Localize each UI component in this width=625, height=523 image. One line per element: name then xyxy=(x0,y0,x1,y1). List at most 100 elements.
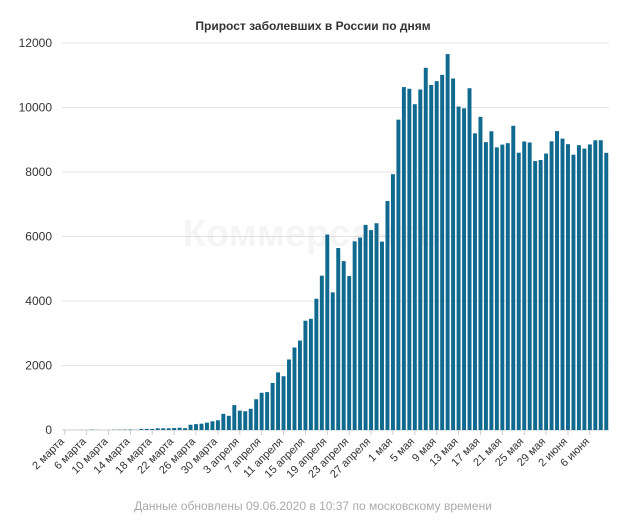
bar xyxy=(194,424,198,430)
bars xyxy=(62,54,609,431)
bar xyxy=(374,223,379,430)
bar xyxy=(265,392,270,430)
x-tick-label: 1 мая xyxy=(366,436,395,465)
bar xyxy=(358,237,363,430)
bar xyxy=(527,142,532,430)
bar xyxy=(243,411,248,430)
y-tick-label: 8000 xyxy=(25,165,52,179)
bar xyxy=(177,427,182,430)
bar xyxy=(341,261,346,430)
bar xyxy=(237,410,242,430)
y-tick-label: 2000 xyxy=(25,359,52,373)
bar xyxy=(440,74,445,430)
bar xyxy=(347,276,352,430)
bar xyxy=(325,234,330,430)
y-tick-label: 6000 xyxy=(25,230,52,244)
bar xyxy=(385,201,390,430)
update-note: Данные обновлены 09.06.2020 в 10:37 по м… xyxy=(134,499,492,513)
bar xyxy=(462,108,467,430)
bar xyxy=(533,161,538,431)
bar xyxy=(483,142,488,430)
bar xyxy=(396,119,401,430)
bar xyxy=(500,144,505,430)
bar xyxy=(566,144,570,430)
bar xyxy=(587,144,592,430)
bar xyxy=(478,116,483,430)
bar xyxy=(210,421,215,430)
bar xyxy=(172,428,177,430)
bar xyxy=(593,140,598,431)
bar xyxy=(549,141,554,430)
bar xyxy=(407,88,412,430)
bar xyxy=(161,428,166,430)
bar xyxy=(390,174,395,430)
bar xyxy=(352,241,357,430)
bar xyxy=(576,145,581,430)
bar xyxy=(330,292,335,430)
bar xyxy=(314,298,319,430)
bar xyxy=(248,408,253,430)
bar xyxy=(303,320,308,430)
bar xyxy=(292,347,297,430)
bar xyxy=(221,413,226,430)
bar xyxy=(204,422,209,430)
bar xyxy=(571,154,576,431)
bar xyxy=(412,104,417,430)
bar xyxy=(319,275,324,430)
bar xyxy=(598,140,603,430)
bar xyxy=(308,318,313,430)
bar xyxy=(270,382,275,430)
bar xyxy=(369,230,374,430)
bar xyxy=(494,147,499,430)
bar xyxy=(544,153,549,431)
bar xyxy=(281,376,286,430)
bar xyxy=(363,224,368,430)
bar xyxy=(336,248,341,430)
bar xyxy=(445,54,450,431)
x-tick-label: 5 мая xyxy=(388,436,417,465)
y-tick-label: 12000 xyxy=(19,36,53,50)
bar xyxy=(418,89,423,430)
gridlines xyxy=(62,42,609,431)
bar xyxy=(538,160,543,430)
bar xyxy=(522,141,527,430)
bar xyxy=(188,424,193,430)
y-tick-label: 4000 xyxy=(25,294,52,308)
bar xyxy=(183,428,188,430)
bar xyxy=(560,138,565,430)
bar xyxy=(215,420,220,430)
y-tick-label: 10000 xyxy=(19,101,53,115)
bar xyxy=(297,340,302,430)
bar xyxy=(139,429,144,430)
bar xyxy=(604,152,609,430)
bar xyxy=(166,428,171,430)
bar xyxy=(380,241,384,430)
bar xyxy=(429,84,434,431)
bar xyxy=(505,143,510,430)
bar xyxy=(276,372,281,430)
bar xyxy=(555,131,560,430)
bar xyxy=(451,78,456,430)
bar xyxy=(456,106,461,431)
bar xyxy=(155,428,160,430)
bar xyxy=(254,399,259,430)
bar xyxy=(401,87,406,430)
bar xyxy=(511,125,516,430)
bar xyxy=(473,133,477,431)
bar xyxy=(516,152,521,430)
bar xyxy=(582,148,587,431)
bar xyxy=(434,81,439,431)
bar xyxy=(489,131,494,430)
y-axis: 0 2000 4000 6000 8000 10000 12000 xyxy=(19,36,53,437)
bar xyxy=(226,415,231,430)
chart-title: Прирост заболевших в России по дням xyxy=(195,19,430,33)
bar xyxy=(232,405,237,430)
bar xyxy=(144,428,149,430)
y-tick-label: 0 xyxy=(45,423,52,437)
bar xyxy=(259,392,264,430)
bar xyxy=(467,88,472,430)
bar xyxy=(287,359,291,430)
bar xyxy=(423,67,428,431)
